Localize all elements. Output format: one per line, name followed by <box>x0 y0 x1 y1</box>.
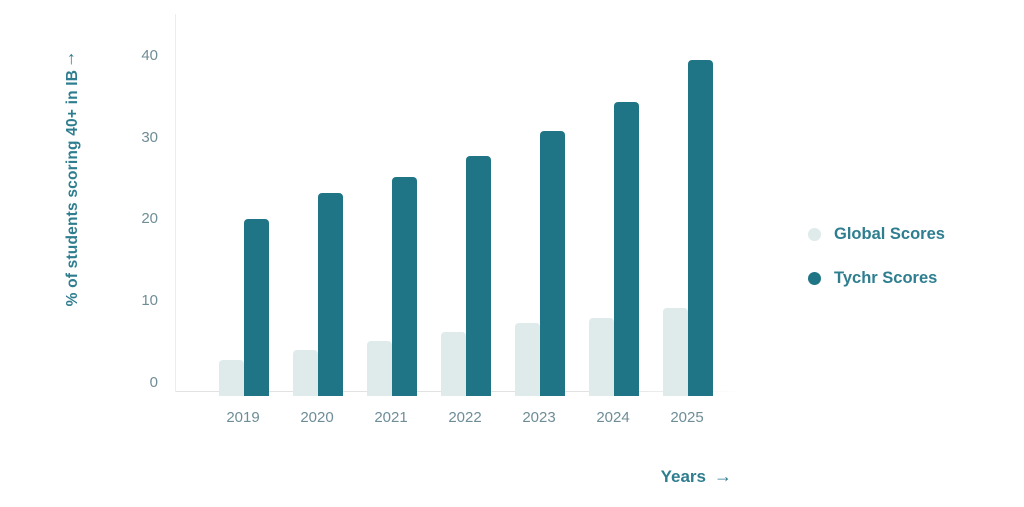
y-tick-10: 10 <box>141 292 158 310</box>
y-tick-20: 20 <box>141 210 158 228</box>
x-tick-2024: 2024 <box>596 409 630 426</box>
bar-global-scores-2022 <box>441 331 466 396</box>
y-axis-label-text: % of students scoring 40+ in IB <box>64 69 81 307</box>
x-tick-2022: 2022 <box>448 409 482 426</box>
legend-label: Tychr Scores <box>834 268 938 287</box>
bar-global-scores-2020 <box>293 350 318 396</box>
legend-item-global-scores: Global Scores <box>808 222 945 246</box>
x-tick-2021: 2021 <box>374 409 408 426</box>
y-axis-label: % of students scoring 40+ in IB↑ <box>61 0 83 360</box>
bar-tychr-scores-2024 <box>614 101 639 396</box>
bar-global-scores-2025 <box>663 307 688 396</box>
bar-tychr-scores-2022 <box>466 155 491 396</box>
bar-global-scores-2019 <box>219 360 244 396</box>
bar-global-scores-2021 <box>367 340 392 396</box>
legend: Global Scores Tychr Scores <box>808 222 945 310</box>
x-tick-2023: 2023 <box>522 409 556 426</box>
bar-tychr-scores-2021 <box>392 176 417 396</box>
y-tick-0: 0 <box>149 374 158 391</box>
bar-global-scores-2023 <box>515 322 540 396</box>
plot-area <box>175 14 741 396</box>
tychr-scores-dot-icon <box>808 271 821 285</box>
y-tick-40: 40 <box>141 46 158 64</box>
x-axis-label: Years → <box>612 466 732 487</box>
bar-tychr-scores-2020 <box>318 193 343 396</box>
up-arrow-icon: ↑ <box>66 47 77 68</box>
y-tick-30: 30 <box>141 128 158 146</box>
bar-tychr-scores-2023 <box>540 131 565 396</box>
bar-global-scores-2024 <box>589 317 614 396</box>
bar-tychr-scores-2025 <box>688 59 713 396</box>
legend-label: Global Scores <box>834 224 945 243</box>
bar-tychr-scores-2019 <box>244 219 269 396</box>
x-axis-label-text: Years <box>660 467 706 486</box>
legend-item-tychr-scores: Tychr Scores <box>808 266 945 290</box>
right-arrow-icon: → <box>714 466 732 486</box>
x-tick-2019: 2019 <box>226 409 260 426</box>
global-scores-dot-icon <box>808 227 821 241</box>
x-tick-2020: 2020 <box>300 409 334 426</box>
x-tick-2025: 2025 <box>670 409 704 426</box>
